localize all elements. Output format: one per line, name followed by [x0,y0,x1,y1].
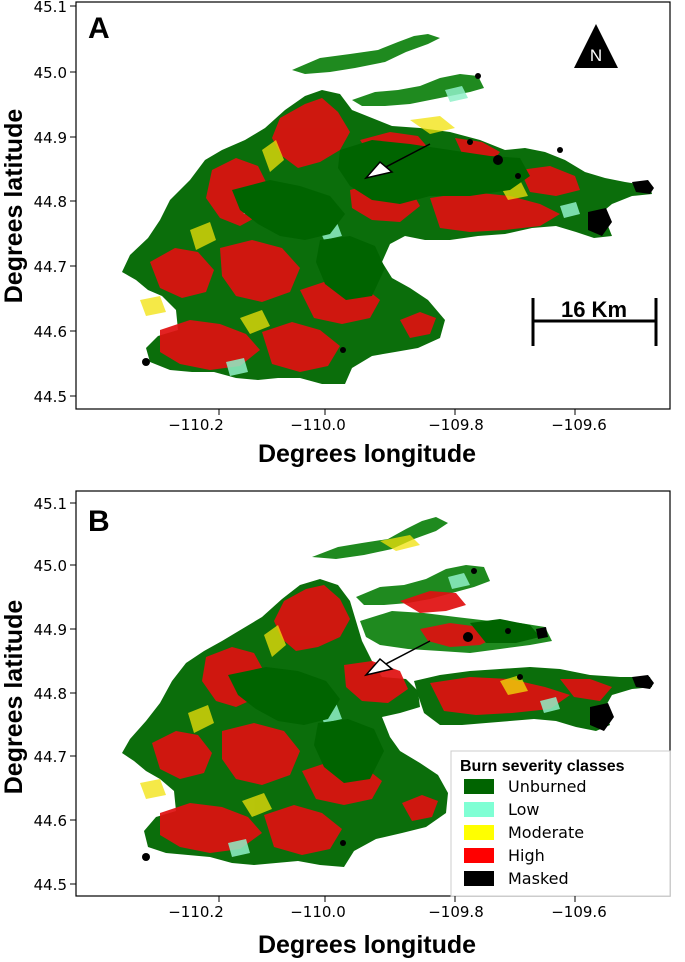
burn-area-north-strip [292,34,440,74]
masked-areas [142,568,654,861]
legend-label: Moderate [508,823,584,842]
unburned-core [228,667,340,725]
burn-severity-raster [122,34,654,384]
map-b-svg: B Burn severity classes Unburned Low Mod… [0,490,671,959]
map-panel-a: A N 16 Km 45.1 45.0 44.9 44.8 44.7 44.6 … [0,0,671,468]
legend-label: Unburned [508,777,587,796]
annotation-arrow [363,640,431,677]
y-axis-title: Degrees latitude [0,109,28,304]
map-panel-b: B Burn severity classes Unburned Low Mod… [0,481,685,962]
y-tick-label: 44.8 [34,685,67,703]
y-axis: 45.1 45.0 44.9 44.8 44.7 44.6 44.5 [34,495,76,894]
y-tick-label: 44.6 [34,323,67,341]
annotation-arrow [363,143,431,180]
y-tick-label: 44.7 [34,748,67,766]
burn-area-north-strip [312,517,448,559]
y-axis: 45.1 45.0 44.9 44.8 44.7 44.6 44.5 [34,0,76,406]
y-tick-label: 44.9 [34,129,67,147]
legend-item-moderate: Moderate [464,823,584,842]
legend-item-unburned: Unburned [464,777,587,796]
north-arrow: N [574,24,618,68]
x-axis-title: Degrees longitude [258,440,476,468]
map-a-svg: A N 16 Km 45.1 45.0 44.9 44.8 44.7 44.6 … [0,0,671,468]
y-tick-label: 44.5 [34,876,67,894]
legend-label: Masked [508,869,569,888]
x-tick-label: −110.0 [290,903,346,921]
panel-letter: B [88,505,110,538]
y-tick-label: 44.9 [34,621,67,639]
y-tick-label: 45.1 [34,0,67,16]
legend: Burn severity classes Unburned Low Moder… [450,750,671,897]
unburned-south [314,719,384,783]
moderate-severity-patches [140,535,528,817]
unburned-west [232,180,345,240]
x-tick-label: −110.2 [168,416,224,434]
panel-letter: A [88,12,110,45]
legend-swatch [464,802,494,817]
x-tick-label: −110.0 [290,416,346,434]
unburned-core [338,140,530,204]
legend-swatch [464,825,494,840]
burn-severity-raster [122,517,654,867]
legend-label: Low [508,800,540,819]
x-axis: −110.2 −110.0 −109.8 −109.6 [168,896,607,921]
legend-item-high: High [464,846,545,865]
y-axis-title: Degrees latitude [0,600,28,795]
burn-area-north-strip-2 [352,74,484,106]
x-tick-label: −110.2 [168,903,224,921]
x-tick-label: −109.6 [551,416,607,434]
legend-swatch [464,871,494,886]
legend-label: High [508,846,545,865]
x-tick-label: −109.8 [428,903,484,921]
y-tick-label: 45.1 [34,495,67,513]
scale-bar-label: 16 Km [561,297,627,322]
y-tick-label: 44.8 [34,193,67,211]
y-tick-label: 45.0 [34,64,67,82]
legend-title: Burn severity classes [460,758,625,775]
legend-swatch [464,779,494,794]
x-tick-label: −109.8 [428,416,484,434]
legend-item-low: Low [464,800,540,819]
legend-swatch [464,848,494,863]
unburned-south [316,236,385,300]
x-tick-label: −109.6 [551,903,607,921]
y-tick-label: 44.5 [34,388,67,406]
y-tick-label: 45.0 [34,557,67,575]
legend-item-masked: Masked [464,869,569,888]
masked-areas [142,73,654,366]
x-axis: −110.2 −110.0 −109.8 −109.6 [168,409,607,434]
north-label: N [590,46,602,65]
y-tick-label: 44.7 [34,258,67,276]
scale-bar: 16 Km [531,297,658,346]
x-axis-title: Degrees longitude [258,931,476,959]
y-tick-label: 44.6 [34,812,67,830]
high-severity-patches [152,585,612,855]
